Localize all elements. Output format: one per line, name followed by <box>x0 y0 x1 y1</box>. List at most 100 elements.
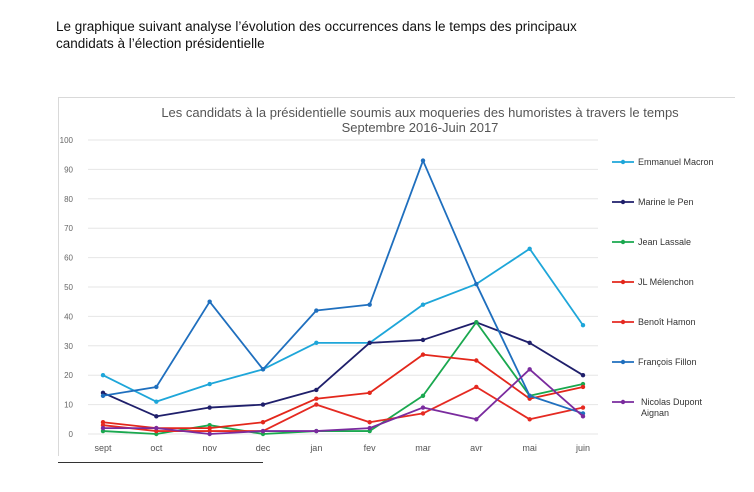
data-point <box>474 417 479 422</box>
data-point <box>207 431 212 437</box>
chart-title: Les candidats à la présidentielle soumis… <box>161 105 679 120</box>
x-tick-label: jan <box>309 443 322 453</box>
data-point <box>314 340 319 346</box>
y-tick-label: 10 <box>64 401 73 410</box>
series-0 <box>100 246 586 404</box>
data-point <box>100 425 106 431</box>
data-point <box>207 381 212 387</box>
y-tick-label: 50 <box>64 283 73 292</box>
y-tick-label: 70 <box>64 224 73 233</box>
data-point <box>420 158 426 163</box>
data-point <box>367 425 372 431</box>
legend-entry: Nicolas Dupont Aignan <box>612 397 703 418</box>
series-line <box>102 353 584 430</box>
data-point <box>260 428 266 434</box>
data-point <box>527 246 532 251</box>
data-point <box>314 428 319 434</box>
legend-label: François Fillon <box>638 357 697 367</box>
legend-marker <box>620 279 626 285</box>
data-point <box>580 323 586 328</box>
data-point <box>580 384 586 390</box>
legend-entry: Marine le Pen <box>612 197 694 207</box>
legend-entry: Emmanuel Macron <box>612 157 714 167</box>
data-point <box>420 352 426 357</box>
x-tick-label: dec <box>256 443 271 453</box>
legend-label: JL Mélenchon <box>638 277 694 287</box>
series-5 <box>100 158 586 416</box>
legend-marker <box>620 159 626 165</box>
legend-label: Emmanuel Macron <box>638 157 714 167</box>
data-point <box>527 417 532 422</box>
data-point <box>474 281 479 287</box>
data-point <box>474 358 479 363</box>
data-point <box>580 373 586 378</box>
x-tick-label: juin <box>575 443 590 453</box>
chart-frame <box>58 97 735 456</box>
chart-subtitle: Septembre 2016-Juin 2017 <box>342 120 499 135</box>
data-point <box>314 387 319 393</box>
y-tick-label: 80 <box>64 195 73 204</box>
data-point <box>527 340 532 346</box>
y-tick-label: 0 <box>69 430 74 439</box>
data-point <box>474 320 479 325</box>
data-point <box>367 420 372 425</box>
y-tick-label: 60 <box>64 254 73 263</box>
legend-marker <box>620 359 626 365</box>
data-point <box>207 299 212 304</box>
legend-label: Marine le Pen <box>638 197 694 207</box>
data-point <box>154 384 159 390</box>
y-tick-label: 40 <box>64 312 73 321</box>
data-point <box>367 390 372 396</box>
data-point <box>154 399 159 404</box>
data-point <box>154 414 159 419</box>
data-point <box>420 302 426 307</box>
y-tick-label: 20 <box>64 371 73 380</box>
data-point <box>580 414 586 419</box>
y-tick-label: 30 <box>64 342 73 351</box>
series-line <box>102 386 584 432</box>
data-point <box>420 393 426 398</box>
footer-rule <box>58 462 263 463</box>
x-tick-label: avr <box>470 443 483 453</box>
x-tick-label: sept <box>94 443 112 453</box>
legend-marker <box>620 199 626 205</box>
x-tick-label: nov <box>202 443 217 453</box>
data-point <box>314 308 319 313</box>
legend-label: Nicolas Dupont Aignan <box>641 397 703 418</box>
legend-label: Benoît Hamon <box>638 317 696 327</box>
data-point <box>367 340 372 346</box>
legend-entry: JL Mélenchon <box>612 277 694 287</box>
x-tick-label: mar <box>415 443 431 453</box>
series-line <box>102 321 584 435</box>
series-line <box>102 321 584 418</box>
x-tick-label: oct <box>150 443 163 453</box>
series-1 <box>100 320 586 419</box>
data-point <box>260 420 266 425</box>
legend-marker <box>620 239 626 245</box>
data-point <box>420 411 426 416</box>
data-point <box>527 393 532 398</box>
series-4 <box>100 384 586 434</box>
data-point <box>260 367 266 372</box>
legend-entry: Benoît Hamon <box>612 317 696 327</box>
data-point <box>420 337 426 343</box>
intro-line-1: Le graphique suivant analyse l’évolution… <box>56 19 577 34</box>
y-tick-label: 100 <box>60 136 74 145</box>
legend-marker <box>620 319 626 325</box>
data-point <box>367 302 372 307</box>
data-point <box>260 402 266 407</box>
series-line <box>102 159 584 415</box>
legend-entry: Jean Lassale <box>612 237 691 247</box>
data-point <box>314 402 319 407</box>
data-point <box>527 367 532 372</box>
intro-line-2: candidats à l’élection présidentielle <box>56 36 265 51</box>
data-point <box>314 396 319 401</box>
legend-entry: François Fillon <box>612 357 697 367</box>
data-point <box>474 384 479 390</box>
y-tick-label: 90 <box>64 165 73 174</box>
legend-label: Jean Lassale <box>638 237 691 247</box>
data-point <box>154 425 159 431</box>
series-line <box>103 368 584 435</box>
data-point <box>100 393 106 398</box>
series-line <box>102 247 584 403</box>
